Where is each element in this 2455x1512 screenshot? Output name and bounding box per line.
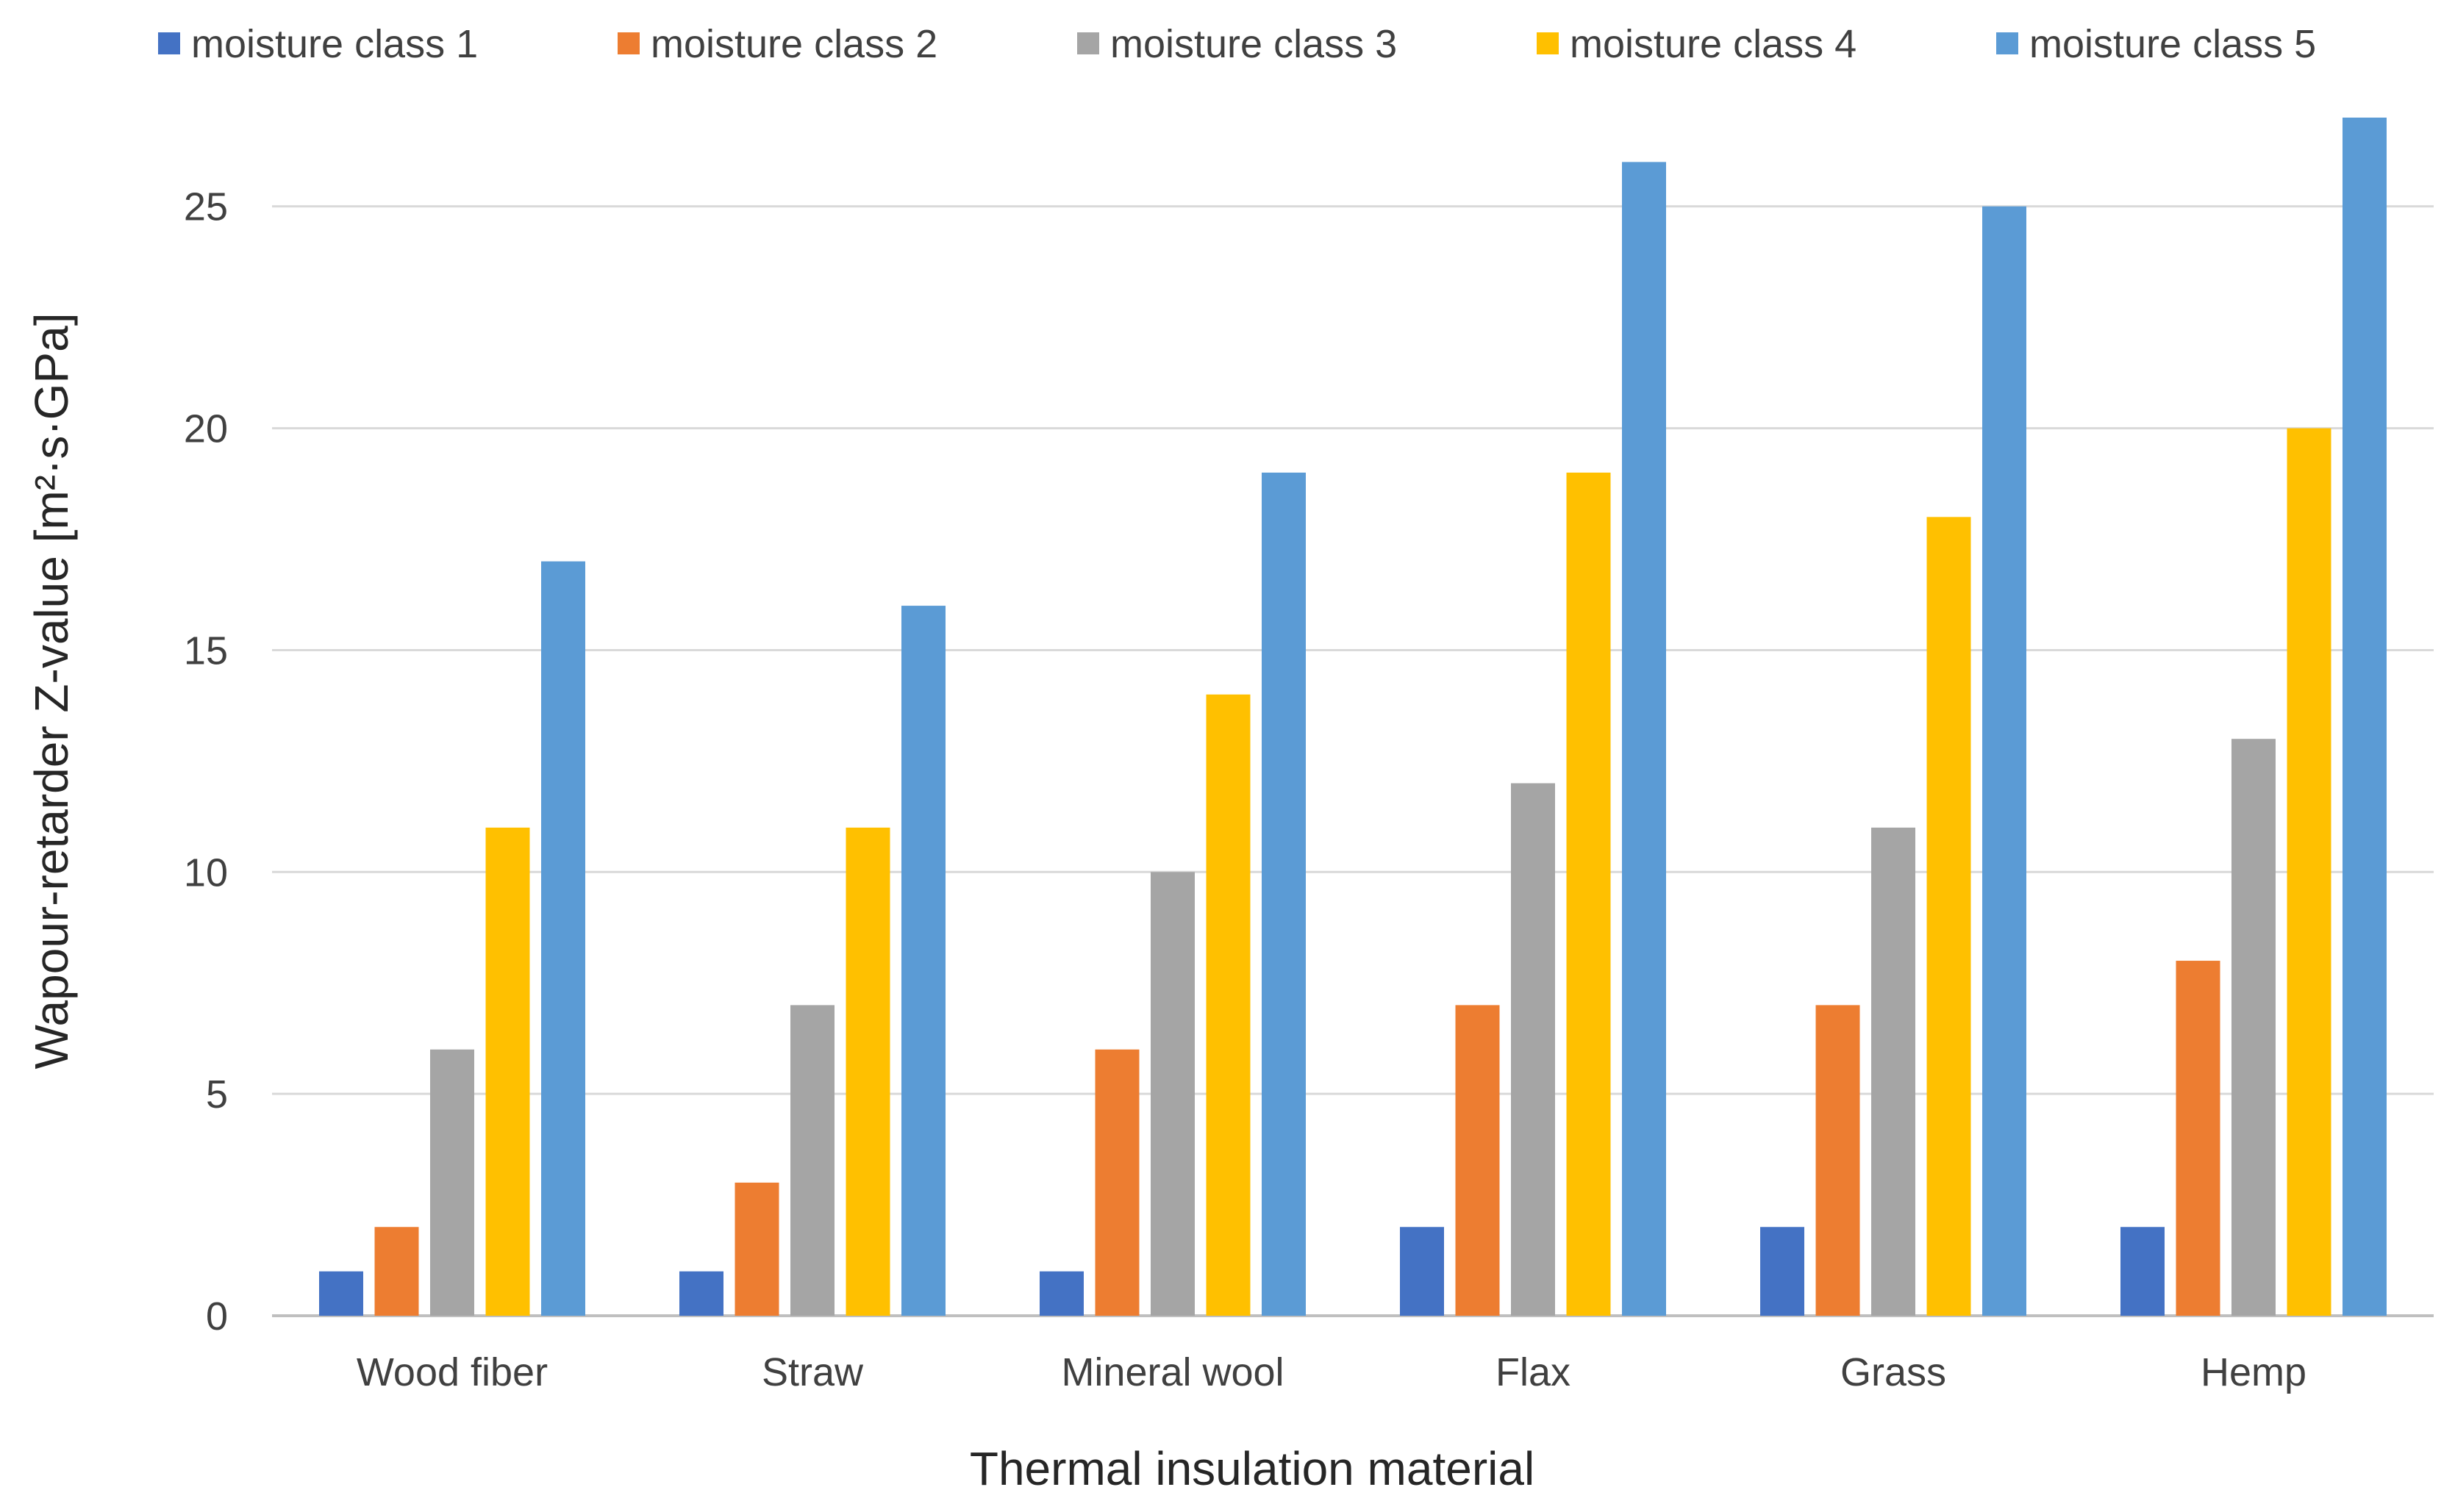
bar-wood-fiber-class-4 <box>485 827 530 1316</box>
legend: moisture class 1 moisture class 2 moisture… <box>158 22 2316 66</box>
y-axis: 0 5 10 15 20 25 <box>184 185 228 1339</box>
x-tick-label: Hemp <box>2201 1350 2306 1394</box>
bar-wood-fiber-class-5 <box>541 561 585 1316</box>
legend-swatch-class-1 <box>158 32 180 54</box>
y-tick-label: 0 <box>206 1294 228 1339</box>
bar-flax-class-2 <box>1455 1005 1500 1316</box>
y-tick-label: 10 <box>184 850 228 895</box>
bar-wood-fiber-class-1 <box>319 1271 363 1316</box>
x-tick-label: Mineral wool <box>1061 1350 1284 1394</box>
y-tick-label: 5 <box>206 1072 228 1117</box>
bar-mineral-wool-class-2 <box>1095 1049 1140 1316</box>
bar-mineral-wool-class-4 <box>1206 694 1251 1316</box>
bar-grass-class-1 <box>1760 1227 1804 1316</box>
legend-label-class-4: moisture class 4 <box>1570 22 1857 66</box>
y-tick-label: 25 <box>184 185 228 229</box>
bars <box>319 118 2387 1316</box>
bar-flax-class-4 <box>1566 472 1611 1316</box>
bar-straw-class-4 <box>846 827 890 1316</box>
bar-flax-class-3 <box>1511 783 1555 1316</box>
gridlines <box>272 205 2434 1317</box>
x-axis-title: Thermal insulation material <box>970 1442 1534 1495</box>
bar-flax-class-1 <box>1400 1227 1444 1316</box>
x-tick-label: Wood fiber <box>357 1350 548 1394</box>
bar-straw-class-2 <box>735 1182 779 1316</box>
bar-straw-class-1 <box>679 1271 723 1316</box>
y-tick-label: 15 <box>184 628 228 673</box>
x-tick-label: Flax <box>1495 1350 1570 1394</box>
y-axis-title: Wapour-retarder Z-value [m²·s·GPa] <box>25 313 78 1069</box>
bar-wood-fiber-class-3 <box>430 1049 474 1316</box>
legend-swatch-class-3 <box>1077 32 1099 54</box>
legend-label-class-2: moisture class 2 <box>651 22 937 66</box>
bar-grass-class-4 <box>1926 517 1971 1316</box>
bar-straw-class-3 <box>790 1005 835 1316</box>
y-tick-label: 20 <box>184 407 228 451</box>
x-axis: Wood fiber Straw Mineral wool Flax Grass Hemp <box>357 1350 2306 1394</box>
bar-mineral-wool-class-1 <box>1040 1271 1084 1316</box>
bar-mineral-wool-class-5 <box>1262 472 1306 1316</box>
bar-straw-class-5 <box>901 606 946 1316</box>
bar-hemp-class-1 <box>2120 1227 2165 1316</box>
legend-label-class-1: moisture class 1 <box>191 22 478 66</box>
legend-label-class-3: moisture class 3 <box>1110 22 1397 66</box>
bar-hemp-class-3 <box>2231 739 2276 1316</box>
x-tick-label: Straw <box>762 1350 864 1394</box>
bar-hemp-class-4 <box>2287 428 2331 1316</box>
legend-swatch-class-4 <box>1537 32 1559 54</box>
bar-grass-class-2 <box>1815 1005 1860 1316</box>
bar-grass-class-5 <box>1982 206 2026 1316</box>
bar-flax-class-5 <box>1622 162 1666 1316</box>
legend-swatch-class-2 <box>618 32 640 54</box>
legend-label-class-5: moisture class 5 <box>2029 22 2316 66</box>
bar-mineral-wool-class-3 <box>1151 872 1195 1316</box>
bar-hemp-class-5 <box>2343 118 2387 1316</box>
bar-grass-class-3 <box>1871 827 1915 1316</box>
legend-swatch-class-5 <box>1996 32 2018 54</box>
bar-hemp-class-2 <box>2176 961 2220 1316</box>
bar-wood-fiber-class-2 <box>374 1227 419 1316</box>
x-tick-label: Grass <box>1840 1350 1946 1394</box>
